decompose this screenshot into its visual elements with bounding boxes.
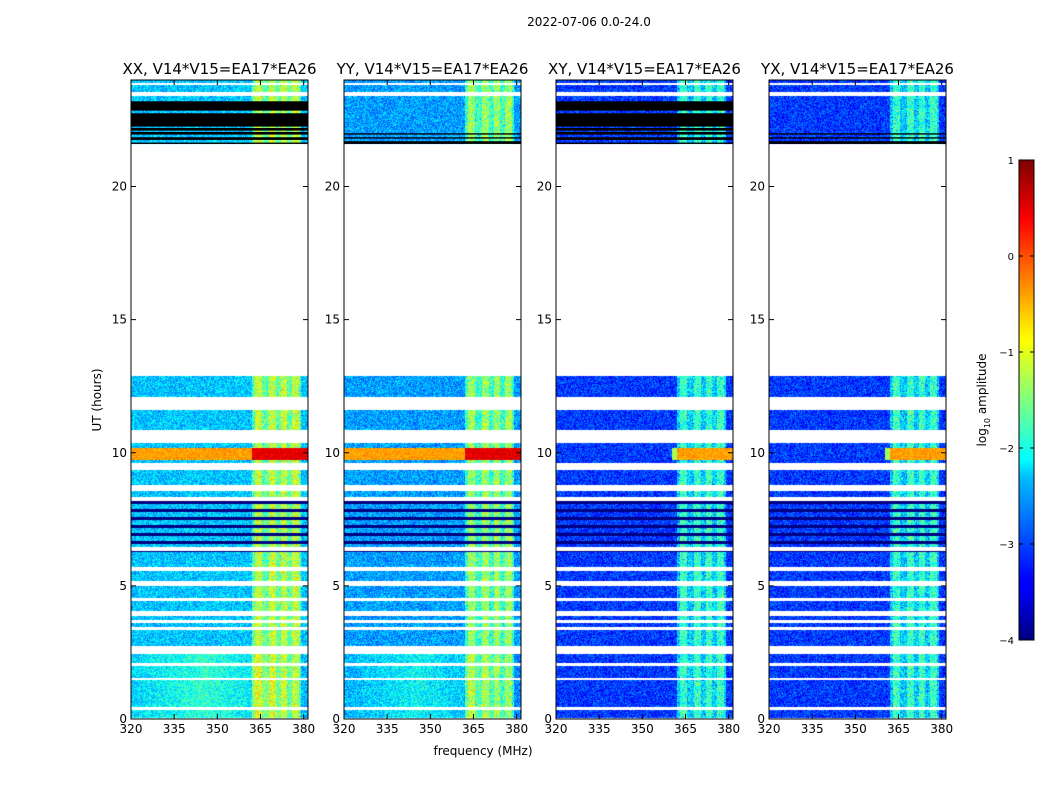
y-tick-label: 15 — [112, 313, 127, 327]
colorbar-tick-label: −3 — [999, 540, 1014, 551]
panel-xx: XX, V14*V15=EA17*EA26 320 335 350 365 380 0 5 10… — [112, 60, 317, 736]
y-tick-label: 20 — [750, 180, 765, 194]
x-tick-label: 320 — [120, 722, 143, 736]
x-tick-label: 350 — [844, 722, 867, 736]
flag-stripe — [556, 127, 733, 131]
flag-stripe — [556, 131, 733, 135]
flag-stripe — [131, 127, 308, 131]
heatmap-image-yx — [769, 80, 946, 719]
y-tick-label: 15 — [537, 313, 552, 327]
panel-title: YX, V14*V15=EA17*EA26 — [760, 60, 954, 78]
y-tick-label: 0 — [119, 712, 127, 726]
x-tick-label: 335 — [588, 722, 611, 736]
panel-title: XY, V14*V15=EA17*EA26 — [548, 60, 741, 78]
x-tick-label: 320 — [545, 722, 568, 736]
colorbar-ticks: 1 0 −1 −2 −3 −4 — [999, 156, 1034, 647]
panel-yy: YY, V14*V15=EA17*EA26 320 335 350 365 380 0 5 10… — [325, 60, 529, 736]
colorbar-title: log10 amplitude — [975, 354, 992, 447]
colorbar-title-suffix: amplitude — [975, 354, 989, 418]
colorbar-tick-label: −1 — [999, 348, 1014, 359]
x-tick-label: 350 — [206, 722, 229, 736]
flag-stripe — [344, 141, 521, 144]
x-tick-label: 335 — [163, 722, 186, 736]
flag-stripe — [556, 142, 733, 144]
y-axis-title: UT (hours) — [90, 368, 104, 431]
x-tick-label: 380 — [717, 722, 740, 736]
panel-title: YY, V14*V15=EA17*EA26 — [336, 60, 529, 78]
x-tick-label: 365 — [887, 722, 910, 736]
colorbar: 10−1−2−3−4 log10 amplitude — [975, 156, 1035, 647]
y-tick-label: 20 — [537, 180, 552, 194]
flag-stripe — [769, 133, 946, 135]
colorbar-tick-label: 0 — [1008, 252, 1014, 263]
flag-stripe — [131, 142, 308, 144]
heatmap-image-xy — [556, 80, 733, 719]
colorbar-title-log: log — [975, 428, 989, 446]
flag-stripe — [556, 113, 733, 127]
x-tick-label: 380 — [930, 722, 953, 736]
colorbar-tick-label: −4 — [999, 636, 1014, 647]
panels: XX, V14*V15=EA17*EA26 320 335 350 365 380 0 5 10… — [112, 60, 954, 736]
heatmap-image-xx — [131, 80, 308, 719]
y-tick-label: 5 — [544, 579, 552, 593]
y-tick-label: 20 — [325, 180, 340, 194]
x-tick-label: 365 — [462, 722, 485, 736]
colorbar-gradient — [1018, 159, 1035, 641]
y-tick-label: 5 — [757, 579, 765, 593]
panel-frame — [343, 79, 522, 720]
x-tick-label: 350 — [631, 722, 654, 736]
x-axis-title: frequency (MHz) — [433, 744, 532, 758]
x-tick-label: 335 — [376, 722, 399, 736]
x-tick-label: 350 — [419, 722, 442, 736]
y-tick-label: 0 — [332, 712, 340, 726]
y-tick-label: 10 — [537, 446, 552, 460]
y-tick-label: 5 — [332, 579, 340, 593]
flag-stripe — [769, 137, 946, 139]
flag-stripe — [556, 101, 733, 111]
flag-stripe — [131, 137, 308, 140]
x-tick-label: 335 — [801, 722, 824, 736]
flag-stripe — [131, 131, 308, 135]
y-tick-label: 10 — [750, 446, 765, 460]
y-tick-label: 15 — [325, 313, 340, 327]
y-tick-label: 10 — [112, 446, 127, 460]
flag-stripe — [556, 137, 733, 140]
y-tick-label: 0 — [544, 712, 552, 726]
flag-stripe — [344, 133, 521, 135]
x-tick-label: 320 — [333, 722, 356, 736]
y-tick-label: 5 — [119, 579, 127, 593]
y-tick-label: 0 — [757, 712, 765, 726]
x-tick-label: 380 — [292, 722, 315, 736]
flag-stripe — [131, 113, 308, 127]
panel-yx: YX, V14*V15=EA17*EA26 320 335 350 365 380 0 5 10… — [750, 60, 954, 736]
panel-xy: XY, V14*V15=EA17*EA26 320 335 350 365 380 0 5 10… — [537, 60, 741, 736]
y-tick-label: 10 — [325, 446, 340, 460]
panel-frame — [555, 79, 734, 720]
x-tick-label: 365 — [249, 722, 272, 736]
y-tick-label: 15 — [750, 313, 765, 327]
flag-stripe — [769, 141, 946, 144]
colorbar-title-sub: 10 — [983, 418, 992, 428]
x-tick-label: 365 — [674, 722, 697, 736]
colorbar-tick-label: 1 — [1008, 156, 1014, 167]
figure-suptitle: 2022-07-06 0.0-24.0 — [527, 15, 651, 29]
x-tick-label: 380 — [505, 722, 528, 736]
heatmap-image-yy — [344, 80, 521, 719]
panel-title: XX, V14*V15=EA17*EA26 — [122, 60, 316, 78]
panel-frame — [768, 79, 947, 720]
flag-stripe — [131, 101, 308, 111]
colorbar-tick-label: −2 — [999, 444, 1014, 455]
x-tick-label: 320 — [758, 722, 781, 736]
panel-frame — [130, 79, 309, 720]
flag-stripe — [344, 137, 521, 139]
y-tick-label: 20 — [112, 180, 127, 194]
